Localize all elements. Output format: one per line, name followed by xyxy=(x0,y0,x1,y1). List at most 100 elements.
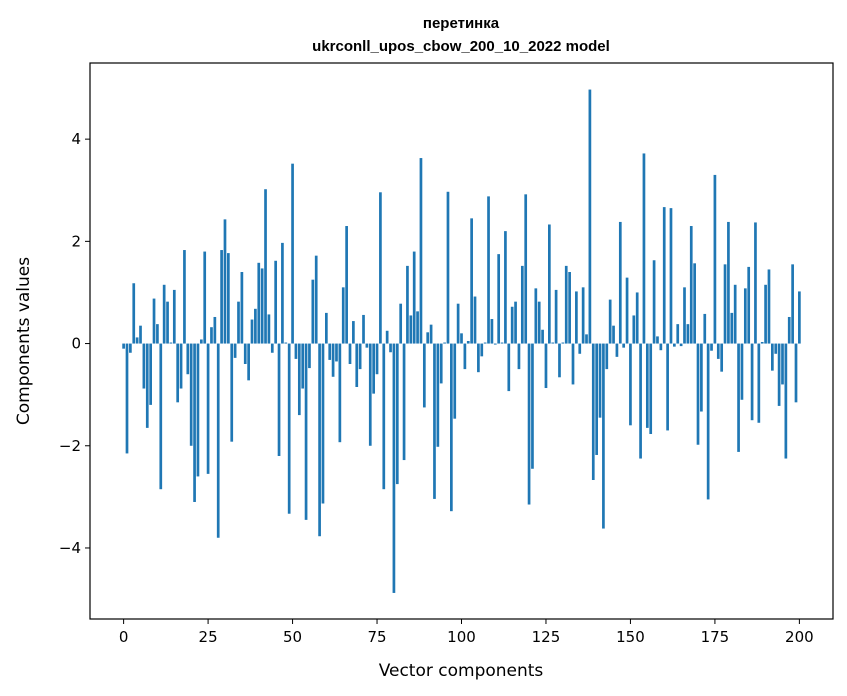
bar xyxy=(456,303,460,344)
bar xyxy=(240,272,244,344)
bar xyxy=(591,343,595,480)
y-ticks-group: −4 −2 0 2 4 xyxy=(59,130,90,557)
x-tick-label: 150 xyxy=(616,628,645,646)
bar xyxy=(784,343,788,459)
bar xyxy=(233,343,237,358)
bar xyxy=(764,284,767,344)
bar xyxy=(683,287,686,344)
bar xyxy=(223,219,227,344)
bar xyxy=(743,288,747,344)
bar xyxy=(345,226,348,344)
bar xyxy=(210,327,213,344)
bar xyxy=(524,194,528,344)
bar xyxy=(642,153,646,344)
bar xyxy=(247,343,250,381)
bar xyxy=(541,329,544,344)
bar xyxy=(760,342,764,344)
y-tick-label: −4 xyxy=(59,539,81,557)
bar xyxy=(135,337,139,344)
bar xyxy=(436,343,440,447)
bar xyxy=(206,343,210,474)
bar xyxy=(426,332,430,344)
bar xyxy=(291,163,294,344)
bar xyxy=(585,334,588,344)
bar xyxy=(243,343,247,364)
x-tick-label: 0 xyxy=(119,628,129,646)
bar xyxy=(466,341,470,344)
bar xyxy=(321,343,325,504)
bar xyxy=(284,342,288,344)
bar xyxy=(659,343,663,351)
bar xyxy=(325,312,328,344)
bar xyxy=(179,343,183,389)
bar xyxy=(490,319,494,344)
bar xyxy=(487,196,490,344)
bar xyxy=(382,343,386,490)
x-tick-label: 25 xyxy=(199,628,218,646)
bar xyxy=(578,343,582,354)
bar xyxy=(297,343,301,416)
x-tick-label: 200 xyxy=(785,628,814,646)
bar xyxy=(196,343,200,477)
bar xyxy=(145,343,149,428)
bar xyxy=(422,343,426,408)
bar xyxy=(652,260,656,344)
bar xyxy=(314,255,318,344)
bar xyxy=(439,343,443,384)
x-tick-label: 175 xyxy=(701,628,730,646)
y-axis-label: Components values xyxy=(14,257,34,425)
bar xyxy=(713,174,717,344)
bar xyxy=(520,265,524,344)
bar xyxy=(747,266,751,344)
bar xyxy=(470,218,473,344)
bar xyxy=(443,342,446,344)
bar xyxy=(608,299,612,344)
bar xyxy=(399,303,403,344)
bar xyxy=(338,343,342,443)
bar xyxy=(260,268,264,344)
bar xyxy=(673,343,676,347)
bar xyxy=(727,221,730,344)
bar xyxy=(730,312,734,344)
x-tick-label: 50 xyxy=(283,628,302,646)
bar xyxy=(406,265,409,344)
bar xyxy=(656,336,659,344)
bar xyxy=(649,343,653,435)
bar xyxy=(311,279,315,344)
bar xyxy=(537,301,541,344)
bar xyxy=(129,343,132,353)
bar xyxy=(227,253,230,344)
y-tick-label: 2 xyxy=(71,232,81,250)
bar xyxy=(581,287,585,344)
bar xyxy=(453,343,457,419)
bar xyxy=(264,189,267,344)
bar xyxy=(639,343,642,459)
bar xyxy=(169,342,173,344)
bar xyxy=(389,343,392,353)
bar xyxy=(301,343,305,389)
bar xyxy=(598,343,602,418)
bar xyxy=(149,343,152,405)
bar xyxy=(308,343,311,369)
bar xyxy=(507,343,511,392)
bar xyxy=(575,291,578,344)
bar xyxy=(723,264,727,344)
bar xyxy=(392,343,396,593)
bar xyxy=(450,343,453,512)
bar xyxy=(527,343,531,505)
bar xyxy=(477,343,480,373)
bar xyxy=(216,343,220,538)
bar xyxy=(686,324,690,344)
bar xyxy=(740,343,744,400)
bar xyxy=(693,263,696,344)
bar xyxy=(706,343,710,500)
bar xyxy=(517,343,521,370)
bar xyxy=(571,343,575,385)
bar xyxy=(774,343,778,354)
bar xyxy=(132,283,136,344)
bar xyxy=(446,191,450,344)
bar xyxy=(493,343,497,345)
bar xyxy=(203,251,207,344)
bar xyxy=(700,343,703,412)
bar xyxy=(551,342,555,344)
